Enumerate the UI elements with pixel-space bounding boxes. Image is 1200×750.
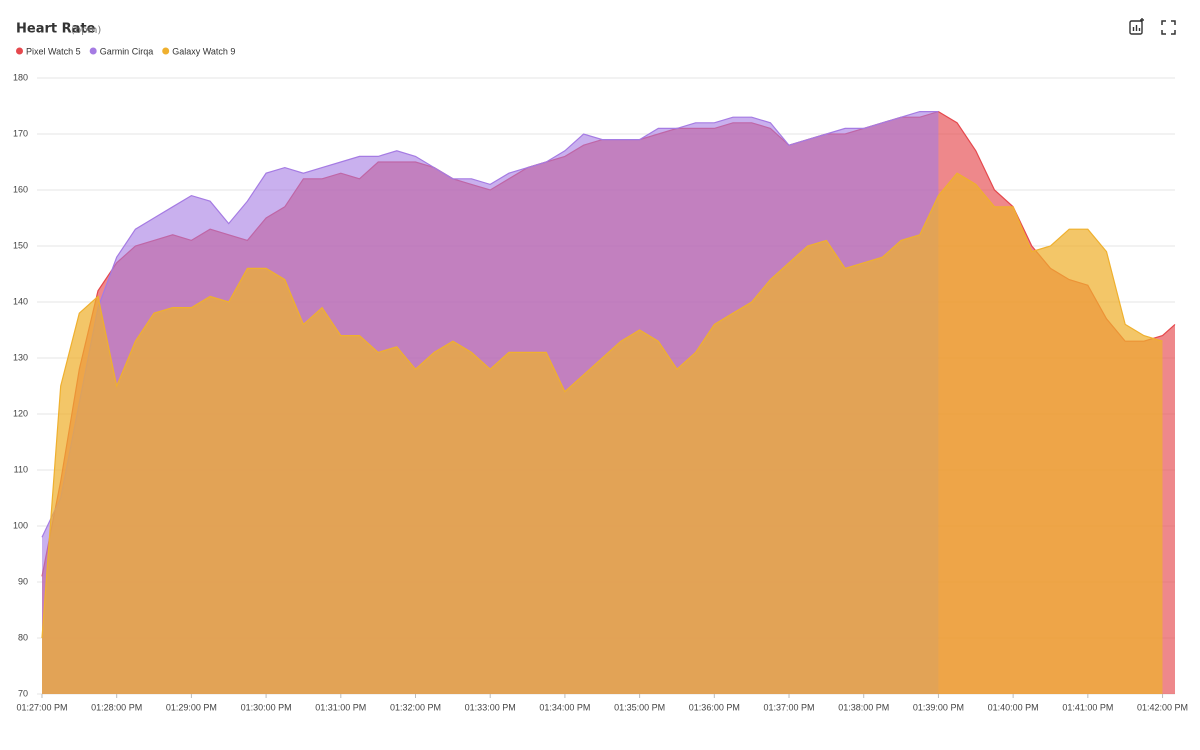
x-tick-label: 01:38:00 PM xyxy=(838,702,889,712)
y-tick-label: 170 xyxy=(13,128,28,138)
x-tick-label: 01:30:00 PM xyxy=(241,702,292,712)
y-tick-label: 80 xyxy=(18,632,28,642)
fullscreen-icon[interactable] xyxy=(1161,20,1176,35)
y-tick-label: 90 xyxy=(18,576,28,586)
chart-title: Heart Rate xyxy=(16,22,96,37)
x-tick-label: 01:42:00 PM xyxy=(1137,702,1188,712)
chart-subtitle: (bpm) xyxy=(71,25,101,36)
legend-marker xyxy=(162,47,170,55)
line xyxy=(41,172,1163,639)
y-tick-label: 180 xyxy=(13,72,28,82)
x-tick-label: 01:36:00 PM xyxy=(689,702,740,712)
y-tick-label: 130 xyxy=(13,352,28,362)
y-tick-label: 150 xyxy=(13,240,28,250)
x-tick-label: 01:37:00 PM xyxy=(764,702,815,712)
x-tick-label: 01:34:00 PM xyxy=(539,702,590,712)
x-tick-label: 01:33:00 PM xyxy=(465,702,516,712)
x-tick-label: 01:29:00 PM xyxy=(166,702,217,712)
x-tick-label: 01:27:00 PM xyxy=(16,702,67,712)
legend-label: Pixel Watch 5 xyxy=(26,46,81,56)
y-tick-label: 160 xyxy=(13,184,28,194)
x-tick-label: 01:39:00 PM xyxy=(913,702,964,712)
legend-marker xyxy=(16,47,23,55)
y-tick-label: 100 xyxy=(13,520,28,530)
area xyxy=(42,173,1163,694)
legend-label: Garmin Cirqa xyxy=(100,46,154,56)
x-tick-label: 01:35:00 PM xyxy=(614,702,665,712)
x-tick-label: 01:28:00 PM xyxy=(91,702,142,712)
y-tick-label: 70 xyxy=(18,688,28,698)
line xyxy=(41,111,939,538)
y-tick-label: 110 xyxy=(14,464,28,474)
y-tick-label: 120 xyxy=(13,408,28,418)
toolbar-icon[interactable] xyxy=(1129,18,1144,35)
legend-label: Galaxy Watch 9 xyxy=(172,46,235,56)
x-tick-label: 01:31:00 PM xyxy=(315,702,366,712)
x-tick-label: 01:40:00 PM xyxy=(988,702,1039,712)
x-tick-label: 01:32:00 PM xyxy=(390,702,441,712)
x-tick-label: 01:41:00 PM xyxy=(1062,702,1113,712)
legend-marker xyxy=(89,47,97,55)
y-tick-label: 140 xyxy=(13,296,28,306)
